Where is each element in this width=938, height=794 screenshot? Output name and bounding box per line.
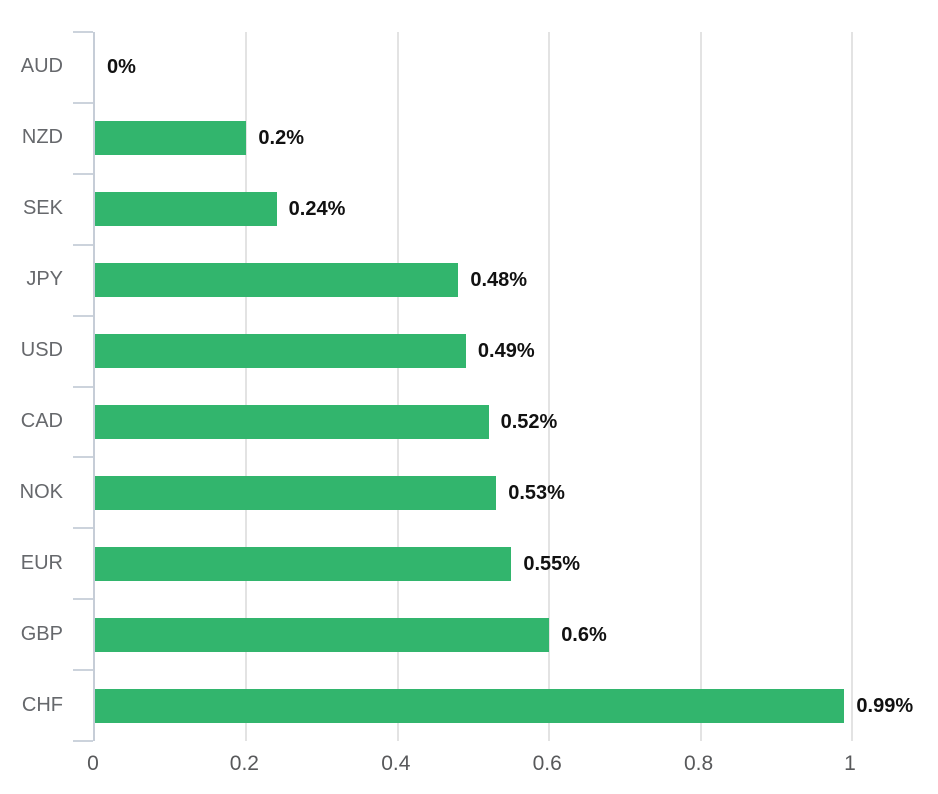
category-label-chf: CHF: [21, 693, 63, 716]
bar-row: 0%: [95, 32, 852, 103]
bar-cad[interactable]: [95, 404, 489, 439]
category-label-sek: SEK: [22, 197, 63, 220]
y-axis-tick: [73, 173, 93, 175]
bar-row: 0.49%: [95, 316, 852, 387]
x-tick-label: 0.2: [229, 752, 259, 775]
bar-usd[interactable]: [95, 334, 466, 369]
value-label: 0.52%: [500, 410, 558, 433]
y-axis-tick: [73, 315, 93, 317]
category-label-jpy: JPY: [26, 268, 63, 291]
bar-eur[interactable]: [95, 546, 512, 581]
value-label: 0.48%: [470, 269, 528, 292]
gridline: [699, 32, 702, 741]
value-label: 0%: [107, 56, 136, 79]
category-label-nok: NOK: [19, 480, 63, 503]
y-axis-tick: [73, 527, 93, 529]
bar-row: 0.99%: [95, 670, 913, 741]
gridline: [851, 32, 853, 741]
y-axis-tick: [73, 102, 93, 104]
x-tick-label: 0: [87, 752, 99, 775]
bar-row: 0.52%: [95, 387, 852, 458]
x-tick-label: 0.6: [532, 752, 562, 775]
category-label-usd: USD: [20, 339, 63, 362]
category-label-cad: CAD: [20, 409, 63, 432]
x-tick-label: 0.8: [683, 752, 714, 775]
gridline: [245, 32, 248, 741]
gridline: [396, 32, 399, 741]
gridline: [548, 32, 551, 741]
y-axis-tick: [73, 31, 93, 33]
value-label: 0.49%: [477, 340, 535, 363]
y-axis-tick: [73, 598, 93, 600]
value-label: 0.24%: [288, 198, 346, 221]
x-tick-label: 1: [844, 752, 856, 775]
bar-jpy[interactable]: [95, 263, 459, 298]
y-axis-tick: [73, 386, 93, 388]
bar-row: 0.55%: [95, 528, 852, 599]
bar-nok[interactable]: [95, 475, 497, 510]
y-axis-tick: [73, 740, 93, 742]
bar-sek[interactable]: [95, 192, 277, 227]
bar-row: 0.53%: [95, 457, 852, 528]
value-label: 0.6%: [561, 623, 607, 646]
bar-chf[interactable]: [95, 688, 845, 723]
category-label-gbp: GBP: [20, 622, 63, 645]
bar-row: 0.2%: [95, 103, 852, 174]
y-axis-tick: [73, 456, 93, 458]
value-label: 0.2%: [258, 127, 304, 150]
bar-row: 0.48%: [95, 245, 852, 316]
category-label-eur: EUR: [20, 551, 63, 574]
value-label: 0.99%: [856, 694, 914, 717]
value-label: 0.55%: [523, 552, 581, 575]
y-axis-tick: [73, 244, 93, 246]
category-label-nzd: NZD: [21, 126, 63, 149]
category-label-aud: AUD: [20, 55, 63, 78]
bar-gbp[interactable]: [95, 617, 550, 652]
value-label: 0.53%: [508, 481, 565, 504]
bar-row: 0.24%: [95, 174, 852, 245]
bar-row: 0.6%: [95, 599, 852, 670]
y-axis-tick: [73, 669, 93, 671]
plot-area: 0% 0.2% 0.24% 0.48% 0.49% 0.52% 0.53% 0.55% 0.6%…: [73, 31, 913, 742]
x-tick-label: 0.4: [381, 752, 411, 775]
bar-nzd[interactable]: [95, 121, 247, 156]
